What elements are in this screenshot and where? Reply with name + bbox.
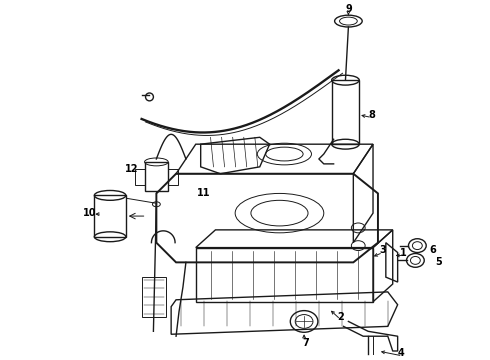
- Text: 6: 6: [430, 244, 437, 255]
- Text: 7: 7: [303, 338, 309, 348]
- Text: 1: 1: [400, 248, 407, 257]
- Text: 12: 12: [125, 164, 139, 174]
- Bar: [196, 248, 373, 302]
- Bar: [168, 169, 178, 185]
- Bar: [332, 80, 359, 144]
- Bar: [94, 195, 126, 237]
- Text: 8: 8: [368, 110, 375, 120]
- Text: 4: 4: [397, 348, 404, 358]
- Bar: [145, 162, 168, 192]
- Text: 3: 3: [379, 244, 386, 255]
- Text: 5: 5: [436, 257, 442, 267]
- Text: 2: 2: [337, 311, 344, 321]
- Text: 10: 10: [83, 208, 96, 218]
- Bar: [135, 169, 145, 185]
- Bar: [142, 277, 166, 316]
- Text: 9: 9: [345, 4, 352, 14]
- Text: 11: 11: [197, 188, 210, 198]
